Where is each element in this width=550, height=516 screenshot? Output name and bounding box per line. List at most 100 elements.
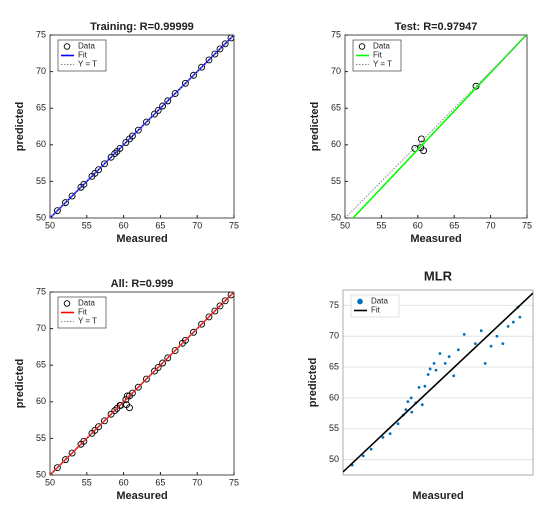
data-point [198, 320, 206, 328]
data-point [53, 207, 61, 215]
data-point [452, 374, 456, 378]
x-tick-label: 50 [45, 477, 55, 487]
plot-area [345, 35, 527, 218]
data-point [443, 361, 447, 365]
legend-marker [358, 43, 366, 50]
data-point [159, 359, 167, 367]
data-point [434, 368, 438, 372]
y-tick-label: 60 [329, 392, 339, 402]
data-point [216, 45, 224, 53]
y-axis-label: predicted [14, 102, 26, 152]
data-point [472, 82, 480, 90]
y-tick-label: 65 [331, 103, 341, 113]
legend-label: Data [373, 42, 390, 51]
data-point [438, 352, 442, 355]
data-point [381, 435, 385, 439]
data-point [205, 56, 213, 64]
y-tick-label: 70 [329, 331, 339, 341]
x-tick-label: 50 [45, 220, 55, 230]
data-point [221, 297, 229, 305]
y-tick-label: 70 [36, 323, 46, 333]
data-point [420, 147, 428, 155]
data-point [80, 437, 88, 445]
chart-title: Test: R=0.97947 [395, 21, 478, 33]
y-tick-label: 50 [36, 212, 46, 222]
data-point [489, 344, 493, 348]
data-point [396, 422, 400, 426]
plot-area [50, 35, 234, 218]
y-tick-label: 75 [329, 300, 339, 310]
legend-label: Fit [373, 51, 383, 60]
legend-label: Data [78, 299, 95, 308]
data-point [95, 423, 103, 431]
data-point [91, 426, 99, 434]
data-point [447, 355, 451, 358]
data-point [511, 320, 515, 324]
data-point [473, 342, 477, 346]
x-tick-label: 70 [192, 220, 202, 230]
y-tick-label: 70 [36, 66, 46, 76]
x-axis-label: Measured [410, 233, 461, 245]
data-point [107, 153, 115, 161]
data-point [111, 407, 119, 415]
x-tick-label: 60 [119, 220, 129, 230]
data-point [205, 313, 213, 321]
data-point [62, 199, 69, 207]
y-axis-label: predicted [14, 359, 26, 409]
data-point [495, 334, 499, 338]
x-tick-label: 75 [229, 220, 239, 230]
legend-marker [357, 298, 363, 305]
panel: 50 55 60 65 70 75 50 55 60 65 70 75 Test: R=0.97947 M… [309, 21, 532, 245]
x-tick-label: 50 [340, 220, 350, 230]
data-point [142, 375, 150, 383]
data-point [190, 328, 197, 336]
plot-area [343, 292, 533, 473]
data-point [128, 132, 136, 140]
data-point [198, 63, 206, 71]
y-axis-label: predicted [307, 358, 319, 408]
data-point [417, 386, 421, 389]
data-point [462, 333, 466, 336]
data-point [128, 389, 136, 397]
data-point [428, 367, 432, 371]
x-tick-label: 55 [82, 477, 92, 487]
y-tick-label: 55 [331, 176, 341, 186]
fit-line [345, 35, 527, 218]
data-point [122, 139, 130, 147]
data-point [518, 315, 522, 319]
y-tick-label: 65 [36, 103, 46, 113]
data-point [361, 454, 365, 458]
data-point [68, 192, 76, 200]
fit-line [50, 35, 234, 218]
data-point [53, 464, 61, 472]
y-tick-label: 55 [36, 433, 46, 443]
y-tick-label: 50 [329, 454, 339, 464]
legend-marker [63, 43, 71, 50]
data-point [506, 324, 510, 328]
x-tick-label: 65 [449, 220, 459, 230]
x-axis-label: Measured [412, 490, 463, 502]
data-point [116, 145, 124, 152]
legend-marker [63, 300, 71, 307]
y-tick-label: 75 [331, 29, 341, 39]
y-axis-label: predicted [309, 102, 321, 152]
data-point [483, 361, 487, 365]
plot-area [50, 292, 234, 475]
data-point [80, 180, 88, 188]
data-point [142, 118, 150, 126]
legend-label: Fit [78, 51, 88, 60]
x-tick-label: 60 [413, 220, 423, 230]
data-point [406, 400, 410, 404]
x-tick-label: 55 [82, 220, 92, 230]
fit-line [50, 292, 234, 475]
data-point [164, 97, 172, 105]
x-tick-label: 70 [192, 477, 202, 487]
data-point [164, 354, 172, 362]
data-point [404, 408, 408, 412]
x-axis-label: Measured [116, 233, 167, 245]
axes-box [49, 34, 235, 219]
y-tick-label: 55 [329, 423, 339, 433]
data-point [479, 329, 483, 333]
data-point [154, 363, 162, 371]
fit-line [343, 292, 533, 473]
